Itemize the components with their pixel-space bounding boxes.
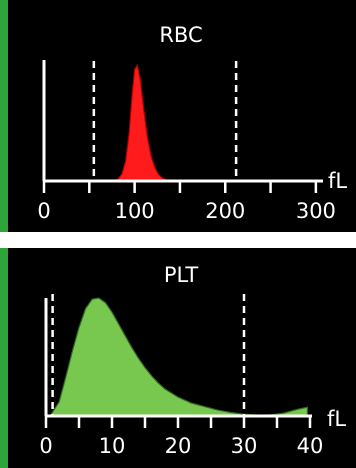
- plt-histogram-panel: PLT 0 10 20 30 40 fL: [0, 248, 356, 468]
- distribution-area: [49, 297, 309, 417]
- chart-title: RBC: [159, 23, 202, 47]
- x-tick-label: 300: [296, 199, 336, 223]
- x-tick-label: 0: [39, 434, 52, 458]
- x-unit-label: fL: [327, 407, 346, 431]
- chart-title: PLT: [164, 263, 198, 287]
- x-tick-label: 30: [231, 434, 258, 458]
- x-unit-label: fL: [328, 169, 347, 193]
- x-tick-label: 200: [205, 199, 245, 223]
- rbc-histogram-chart: RBC 0 100 200 300 fL: [37, 23, 347, 223]
- rbc-histogram-panel: RBC 0 100 200 300 fL: [0, 0, 356, 232]
- x-tick-label: 40: [297, 434, 324, 458]
- panel-frame: [0, 0, 8, 232]
- x-tick-label: 0: [37, 199, 50, 223]
- panel-frame: [0, 248, 8, 468]
- x-tick-label: 20: [165, 434, 192, 458]
- x-tick-label: 100: [115, 199, 155, 223]
- distribution-area: [114, 63, 173, 182]
- x-tick-label: 10: [99, 434, 126, 458]
